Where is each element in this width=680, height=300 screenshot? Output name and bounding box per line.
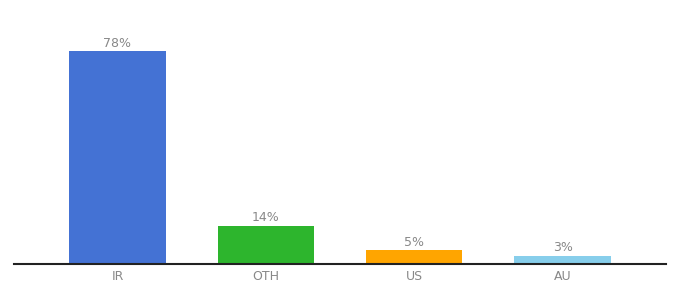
Bar (514, 256, 611, 264)
Text: 3%: 3% (553, 242, 573, 254)
Bar (69, 51, 166, 264)
Bar (366, 250, 462, 264)
Text: 14%: 14% (252, 212, 279, 224)
Bar (218, 226, 314, 264)
Text: 78%: 78% (103, 37, 131, 50)
Text: 5%: 5% (404, 236, 424, 249)
